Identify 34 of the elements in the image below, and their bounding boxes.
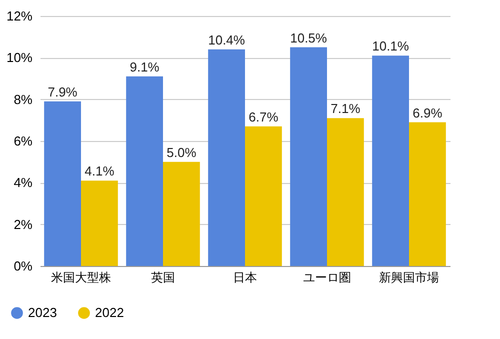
bar: [245, 126, 282, 266]
y-tick-label: 10%: [6, 50, 33, 66]
y-tick-label: 12%: [6, 8, 33, 24]
y-tick-label: 6%: [14, 134, 33, 148]
data-label: 6.7%: [248, 109, 279, 124]
data-label: 7.1%: [330, 101, 361, 116]
y-tick-label: 2%: [14, 216, 33, 232]
bar: [44, 101, 81, 266]
y-tick-label: 4%: [14, 175, 33, 190]
x-tick-label: 英国: [151, 270, 175, 284]
data-label: 4.1%: [84, 164, 115, 179]
data-label: 10.4%: [208, 32, 246, 48]
x-tick-label: ユーロ圏: [303, 270, 351, 284]
bar: [81, 180, 118, 266]
data-label: 5.0%: [166, 144, 197, 160]
x-tick-label: 新興国市場: [379, 270, 439, 284]
legend-label: 2023: [28, 305, 57, 320]
y-tick-label: 8%: [14, 92, 33, 107]
x-tick-label: 日本: [233, 270, 257, 284]
bar: [409, 122, 446, 266]
x-tick-label: 米国大型株: [51, 270, 111, 284]
data-label: 7.9%: [48, 84, 78, 100]
y-tick-label: 0%: [14, 258, 33, 274]
bar: [290, 47, 327, 266]
data-label: 9.1%: [130, 59, 160, 74]
bar: [327, 118, 364, 266]
bar: [208, 49, 245, 266]
data-label: 10.5%: [290, 30, 328, 46]
bar: [163, 162, 200, 266]
data-label: 10.1%: [372, 38, 410, 54]
bar: [372, 56, 409, 266]
legend-label: 2022: [95, 305, 124, 320]
bar: [126, 76, 163, 266]
data-label: 6.9%: [412, 105, 443, 120]
